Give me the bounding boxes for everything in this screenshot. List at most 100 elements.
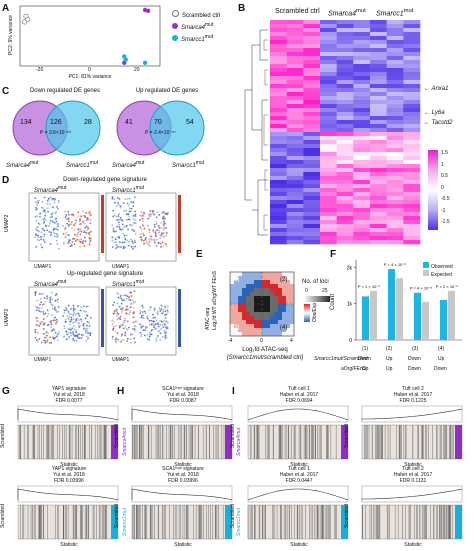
umap-cell [44, 312, 47, 315]
umap-xlabel: UMAP1 [112, 264, 130, 270]
heatmap-cell [370, 184, 387, 189]
atac-cell [286, 328, 291, 333]
heatmap-cell [303, 36, 321, 41]
umap-cell [129, 311, 131, 314]
heatmap-cell [386, 180, 404, 185]
umap-colorbar [101, 289, 104, 347]
umap-cell [73, 312, 76, 314]
heatmap-cell [286, 208, 304, 213]
umap-cell [156, 211, 159, 214]
heatmap-cell [386, 128, 404, 133]
heatmap-cell [320, 136, 337, 141]
heatmap-cell [336, 172, 354, 177]
umap-cell [86, 305, 89, 308]
umap-cell [65, 309, 68, 311]
atac-cell [290, 296, 295, 301]
umap-cell [44, 339, 46, 342]
umap-cell [157, 224, 160, 227]
umap-cell [148, 309, 151, 312]
atac-cell [242, 324, 247, 329]
heatmap-cell [336, 128, 354, 133]
umap-cell [62, 233, 65, 235]
umap-cell [89, 222, 92, 225]
atac-cell [258, 308, 263, 313]
atac-cell [230, 292, 235, 297]
atac-cell [238, 284, 243, 289]
gsea-statistic-label: Statistic [404, 542, 422, 548]
umap-cell [160, 308, 163, 310]
umap-cell [155, 238, 158, 241]
umap-cell [115, 340, 117, 343]
heatmap-cell [303, 172, 321, 177]
heatmap-cell [386, 120, 404, 125]
umap-cell [120, 297, 123, 300]
umap-cell [39, 321, 42, 324]
heatmap-cell [336, 140, 354, 145]
heatmap-cell [270, 132, 287, 137]
umap-cell [64, 318, 67, 321]
heatmap-cell [303, 48, 321, 53]
umap-cell [128, 218, 131, 221]
atac-cell [286, 288, 291, 293]
heatmap-cell [286, 56, 304, 61]
umap-cell [153, 326, 155, 329]
heatmap-cell [353, 136, 371, 141]
umap-cell [158, 307, 161, 310]
umap-cell [153, 239, 156, 241]
heatmap-cell [386, 156, 404, 161]
umap-cell [128, 204, 130, 207]
atac-cell [246, 288, 251, 293]
umap-cell [126, 198, 129, 200]
heatmap-cell [386, 168, 404, 173]
umap-cell [122, 321, 125, 324]
heatmap-cell [386, 208, 404, 213]
umap-cell [37, 234, 40, 237]
pca-xtick: -20 [36, 67, 44, 73]
heatmap-cell [286, 44, 304, 49]
heatmap-cell [270, 104, 287, 109]
umap-cell [35, 228, 37, 231]
umap-cell [141, 324, 144, 327]
heatmap-cell [336, 180, 354, 185]
atac-cell [254, 280, 259, 285]
umap-cell [55, 217, 57, 220]
heatmap-cell [403, 140, 421, 145]
umap-cell [128, 240, 130, 243]
umap-cell [76, 305, 79, 307]
umap-cell [34, 290, 37, 293]
heatmap-cell [303, 100, 321, 105]
heatmap-cell [320, 92, 337, 97]
umap-cell [86, 337, 89, 340]
atac-xtick: 0 [260, 338, 263, 344]
umap-cell [34, 331, 37, 333]
heatmap-cell [270, 92, 287, 97]
heatmap-cell [370, 204, 387, 209]
umap-cell [73, 243, 76, 245]
heatmap-cell [370, 32, 387, 37]
umap-cell [55, 227, 58, 230]
heatmap-cell [403, 100, 421, 105]
atac-cell [270, 328, 275, 333]
heatmap-cell [270, 24, 287, 29]
heatmap-cell [286, 32, 304, 37]
umap-cell [80, 215, 83, 218]
heatmap-cell [336, 224, 354, 229]
umap-cell [156, 311, 159, 314]
umap-cell [132, 215, 135, 217]
umap-cell [121, 219, 124, 222]
heatmap-cell [320, 156, 337, 161]
heatmap-cell [320, 76, 337, 81]
atac-cell [258, 332, 263, 337]
umap-cell [46, 229, 48, 232]
umap-cell [84, 331, 87, 334]
umap-cell [132, 200, 135, 203]
atac-cell [238, 304, 243, 309]
umap-cell [131, 228, 134, 231]
heatmap-cell [403, 168, 421, 173]
heatmap-cell [336, 24, 354, 29]
heatmap-cell [370, 188, 387, 193]
heatmap-cell [403, 232, 421, 237]
umap-cell [67, 234, 70, 237]
heatmap-cell [403, 200, 421, 205]
umap-cell [133, 328, 136, 331]
